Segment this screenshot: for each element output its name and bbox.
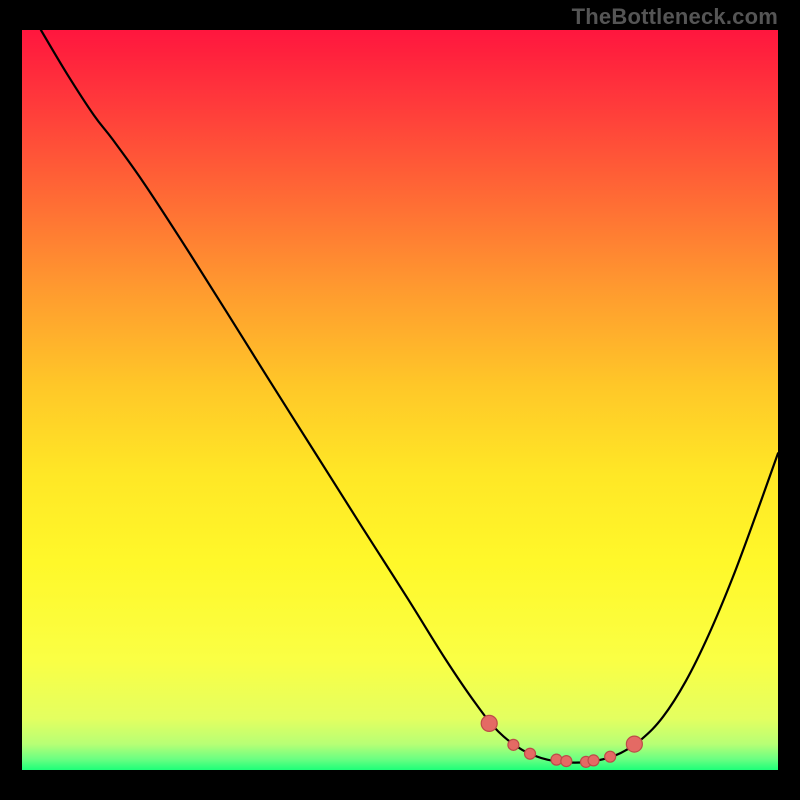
curve-marker (481, 715, 497, 731)
frame-right (778, 0, 800, 800)
chart-svg (22, 30, 778, 770)
curve-marker (551, 754, 562, 765)
bottleneck-curve (41, 30, 778, 763)
curve-marker (561, 756, 572, 767)
watermark-text: TheBottleneck.com (572, 4, 778, 30)
curve-marker (588, 755, 599, 766)
frame-left (0, 0, 22, 800)
curve-marker (626, 736, 642, 752)
chart-plot-area (22, 30, 778, 770)
curve-marker (525, 748, 536, 759)
curve-marker (508, 739, 519, 750)
frame-bottom (0, 770, 800, 800)
curve-marker (605, 751, 616, 762)
